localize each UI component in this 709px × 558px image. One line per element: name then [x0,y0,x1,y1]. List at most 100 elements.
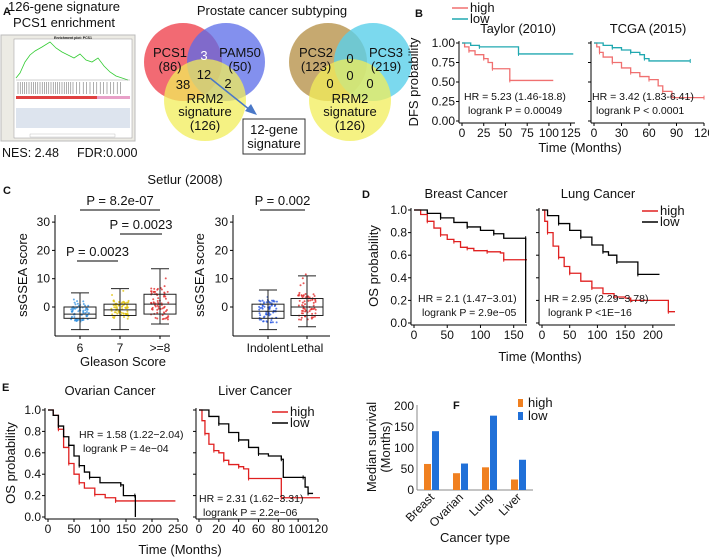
x-tick-label: 120 [694,126,709,140]
data-point [82,309,85,312]
x-tick-label: 20 [212,522,226,536]
km-curve-high [462,42,554,82]
panel-letter-e: E [2,382,9,394]
chart-title: Liver Cancer [218,383,292,398]
x-tick-label: 0 [591,126,598,140]
logrank-p-label: logrank P <1E−16 [548,307,632,319]
data-point [86,308,89,311]
data-point [313,315,316,318]
bar-lung-low [490,415,497,490]
panel-a-title-line2: PCS1 enrichment [13,15,115,30]
x-tick-label: 0 [411,328,418,342]
data-point [156,288,159,291]
data-point [300,312,303,315]
venn1-pcs1-rrm2-count: 38 [176,77,190,92]
p-value-label: P = 0.0023 [66,244,129,259]
data-point [275,300,278,303]
panel-letter-d: D [362,189,370,201]
gsea-nes: NES: 2.48 [2,146,59,160]
data-point [311,298,314,301]
y-tick-label: 0.25 [432,95,456,109]
hazard-ratio-label: HR = 5.23 (1.46-18.8) [464,91,566,103]
y-tick-label: 0.6 [390,248,407,262]
y-tick-label: 1.00 [432,36,456,50]
x-tick-label: 125 [561,126,581,140]
data-point [85,307,88,310]
venn2-pcs2-count: (123) [301,59,331,74]
x-tick-label: 40 [232,522,246,536]
y-tick-label: 0.0 [390,316,407,330]
km-curve-high [594,42,704,99]
data-point [301,301,304,304]
venn2-all-count: 0 [346,68,353,83]
data-point [122,315,125,318]
x-tick-label: 0 [196,522,203,536]
data-point [113,311,116,314]
data-point [265,301,268,304]
y-tick-label: 10 [215,272,229,286]
data-point [314,308,317,311]
y-tick-label: 0.0 [24,510,41,524]
chart-title: Setlur (2008) [147,172,222,187]
venn1-pcs1-label: PCS1 [153,45,187,60]
data-point [260,306,263,309]
data-point [269,301,272,304]
x-tick-label: 25 [477,126,491,140]
y-tick-label: 50 [401,462,415,476]
x-tick-label: 7 [117,341,124,355]
legend-label: high [660,203,685,218]
data-point [127,315,130,318]
km-curve-low [48,409,137,517]
y-tick-label: 200 [394,399,414,413]
data-point [300,316,303,319]
data-point [167,301,170,304]
data-point [120,311,123,314]
x-tick-label: 100 [288,522,308,536]
y-tick-label: 0.4 [24,467,41,481]
x-tick-label: 60 [642,126,656,140]
data-point [258,305,261,308]
data-point [85,314,88,317]
data-point [73,316,76,319]
data-point [271,321,274,324]
x-tick-label: 6 [77,341,84,355]
data-point [275,321,278,324]
data-point [272,300,275,303]
x-tick-label: 0 [539,328,546,342]
signature-box-line2: signature [247,136,300,151]
x-tick-label: 75 [521,126,535,140]
venn2-pcs3-rrm2-count: 0 [366,76,373,91]
data-point [152,301,155,304]
km-plot-b_taylor [456,41,575,126]
subtyping-title: Prostate cancer subtyping [197,3,347,18]
data-point [163,291,166,294]
data-point [82,312,85,315]
data-point [154,305,157,308]
venn1-pam50-label: PAM50 [219,45,261,60]
chart-title: Breast Cancer [424,186,508,201]
data-point [263,315,266,318]
data-point [309,299,312,302]
data-point [156,304,159,307]
data-point [307,299,310,302]
legend-label: high [290,404,315,419]
data-point [73,301,76,304]
data-point [123,301,126,304]
y-tick-label: 0.50 [432,75,456,89]
data-point [301,277,304,280]
data-point [110,307,113,310]
x-axis-label: Cancer type [440,530,510,545]
data-point [258,318,261,321]
data-point [269,313,272,316]
x-tick-label: 80 [272,522,286,536]
panel-letter-f: F [453,400,460,412]
y-tick-label: 0.8 [24,424,41,438]
p-value-label: P = 0.0023 [109,217,172,232]
data-point [153,290,156,293]
data-point [269,321,272,324]
y-tick-label: 10 [37,272,51,286]
panel-letter-a: A [3,6,11,18]
logrank-p-label: logrank P = 2.2e−06 [203,507,298,519]
y-tick-label: 0.75 [432,56,456,70]
